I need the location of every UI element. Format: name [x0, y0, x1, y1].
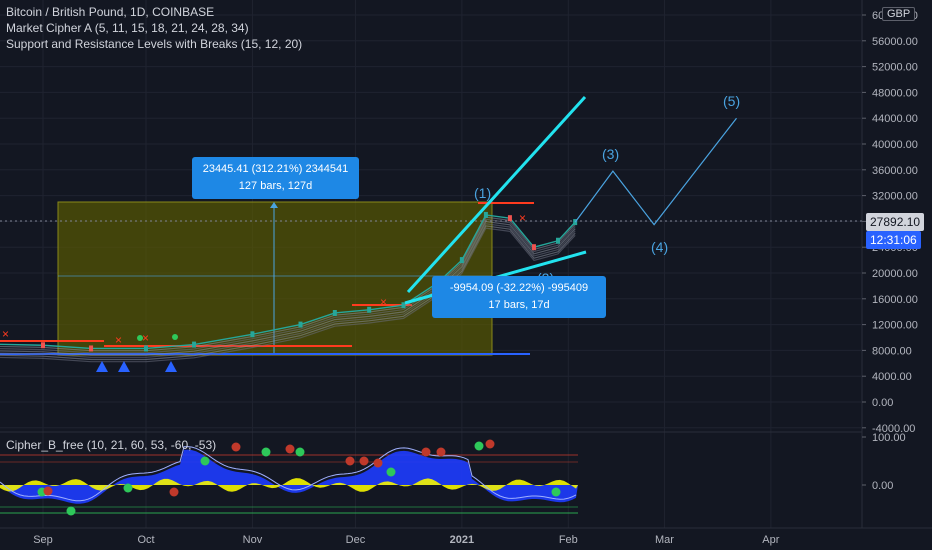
- candle-mark: [332, 309, 337, 316]
- price-tick-label: 8000.00: [872, 345, 912, 357]
- candle-mark: [459, 257, 464, 264]
- candle-mark: [401, 302, 406, 309]
- candle-mark: [531, 244, 536, 251]
- candle-mark: [483, 211, 488, 218]
- osc-signal-dot: [551, 487, 561, 497]
- price-tick-label: 56000.00: [872, 36, 918, 48]
- ribbon-line: [0, 225, 576, 361]
- chart-title: Bitcoin / British Pound, 1D, COINBASE: [6, 5, 215, 19]
- osc-signal-dot: [386, 467, 396, 477]
- price-tick-label: 20000.00: [872, 268, 918, 280]
- ribbon-line: [0, 216, 576, 352]
- osc-signal-dot: [43, 486, 53, 496]
- osc-signal-dot: [436, 447, 446, 457]
- last-price-badge: 27892.10: [866, 213, 925, 231]
- oscillator-legend[interactable]: Cipher_B_free (10, 21, 60, 53, -60, -53): [6, 438, 217, 452]
- measure-bottom-line1: -9954.09 (-32.22%) -995409: [449, 282, 589, 294]
- indicator-legend-sr-levels[interactable]: Support and Resistance Levels with Break…: [6, 37, 303, 51]
- osc-signal-dot: [359, 456, 369, 466]
- candle-mark: [367, 306, 372, 313]
- svg-text:×: ×: [2, 327, 9, 341]
- price-tick-label: 36000.00: [872, 165, 918, 177]
- osc-signal-dot: [66, 506, 76, 516]
- price-tick-label: 44000.00: [872, 113, 918, 125]
- ribbon-line: [0, 220, 576, 356]
- price-tick-label: 0.00: [872, 397, 893, 409]
- osc-tick-label: 0.00: [872, 480, 893, 492]
- osc-signal-dot: [345, 456, 355, 466]
- oscillator-axis: 100.00 0.00: [862, 432, 906, 492]
- svg-text:×: ×: [115, 333, 122, 347]
- measure-tooltip-top: 23445.41 (312.21%) 2344541 127 bars, 127…: [192, 157, 359, 199]
- countdown-badge: 12:31:06: [866, 231, 921, 249]
- elliott-projection: [574, 117, 737, 226]
- svg-text:×: ×: [519, 211, 526, 225]
- candle-mark: [507, 215, 512, 222]
- osc-signal-dot: [123, 483, 133, 493]
- time-tick-label: Sep: [33, 534, 53, 546]
- osc-tick-label: 100.00: [872, 432, 906, 444]
- osc-signal-dot: [421, 447, 431, 457]
- price-line: [0, 211, 578, 352]
- price-tick-label: 40000.00: [872, 139, 918, 151]
- wave-label-1: (1): [474, 185, 491, 201]
- candle-mark: [298, 321, 303, 328]
- time-tick-label: Mar: [655, 534, 674, 546]
- market-cipher-ribbon: [0, 216, 576, 363]
- price-tick-label: 16000.00: [872, 294, 918, 306]
- projection-path: [574, 117, 737, 226]
- wave-labels: (1) (2) (3) (4) (5): [474, 93, 740, 286]
- price-tick-label: 32000.00: [872, 191, 918, 203]
- wave-label-3: (3): [602, 146, 619, 162]
- measure-top-line2: 127 bars, 127d: [238, 180, 313, 192]
- osc-signal-dot: [474, 441, 484, 451]
- candle-mark: [89, 345, 94, 352]
- osc-signal-dot: [169, 487, 179, 497]
- osc-signal-dot: [285, 444, 295, 454]
- oscillator-pane: [0, 431, 862, 516]
- osc-signal-dot: [373, 458, 383, 468]
- candle-mark: [250, 331, 255, 338]
- wave-label-4: (4): [651, 239, 668, 255]
- ribbon-line: [0, 223, 576, 358]
- candle-mark: [192, 341, 197, 348]
- time-axis[interactable]: Sep Oct Nov Dec 2021 Feb Mar Apr: [33, 534, 780, 546]
- osc-signal-dot: [231, 442, 241, 452]
- osc-money-flow: [0, 478, 578, 492]
- ribbon-line: [0, 227, 576, 363]
- indicator-legend-market-cipher[interactable]: Market Cipher A (5, 11, 15, 18, 21, 24, …: [6, 21, 249, 35]
- candle-mark: [573, 219, 578, 226]
- price-tick-label: 48000.00: [872, 87, 918, 99]
- osc-signal-dot: [485, 439, 495, 449]
- measure-bottom-line2: 17 bars, 17d: [488, 299, 550, 311]
- svg-text:×: ×: [142, 331, 149, 345]
- time-tick-label: Feb: [559, 534, 578, 546]
- signal-markers: × × × × ×: [2, 211, 526, 372]
- measure-top-line1: 23445.41 (312.21%) 2344541: [202, 163, 349, 175]
- osc-wave-area: [0, 449, 578, 504]
- price-tick-label: 12000.00: [872, 320, 918, 332]
- time-tick-label: Apr: [762, 534, 779, 546]
- candle-mark: [41, 342, 45, 349]
- price-tick-label: -4000.00: [872, 423, 915, 435]
- osc-signal-dot: [200, 456, 210, 466]
- osc-signal-dot: [295, 447, 305, 457]
- price-tick-label: 4000.00: [872, 371, 912, 383]
- time-tick-label: Nov: [243, 534, 263, 546]
- price-tick-label: 52000.00: [872, 62, 918, 74]
- osc-signal-dot: [261, 447, 271, 457]
- time-tick-label: Oct: [137, 534, 154, 546]
- price-series-line: [0, 214, 576, 350]
- ribbon-line: [0, 218, 576, 354]
- currency-badge[interactable]: GBP: [882, 7, 916, 21]
- osc-wave-line: [0, 446, 577, 502]
- time-tick-label: 2021: [450, 534, 474, 546]
- wave-label-5: (5): [723, 93, 740, 109]
- candle-mark: [144, 345, 148, 352]
- time-tick-label: Dec: [346, 534, 366, 546]
- candle-mark: [556, 237, 560, 244]
- measure-tooltip-bottom: -9954.09 (-32.22%) -995409 17 bars, 17d: [432, 276, 606, 318]
- svg-text:×: ×: [380, 295, 387, 309]
